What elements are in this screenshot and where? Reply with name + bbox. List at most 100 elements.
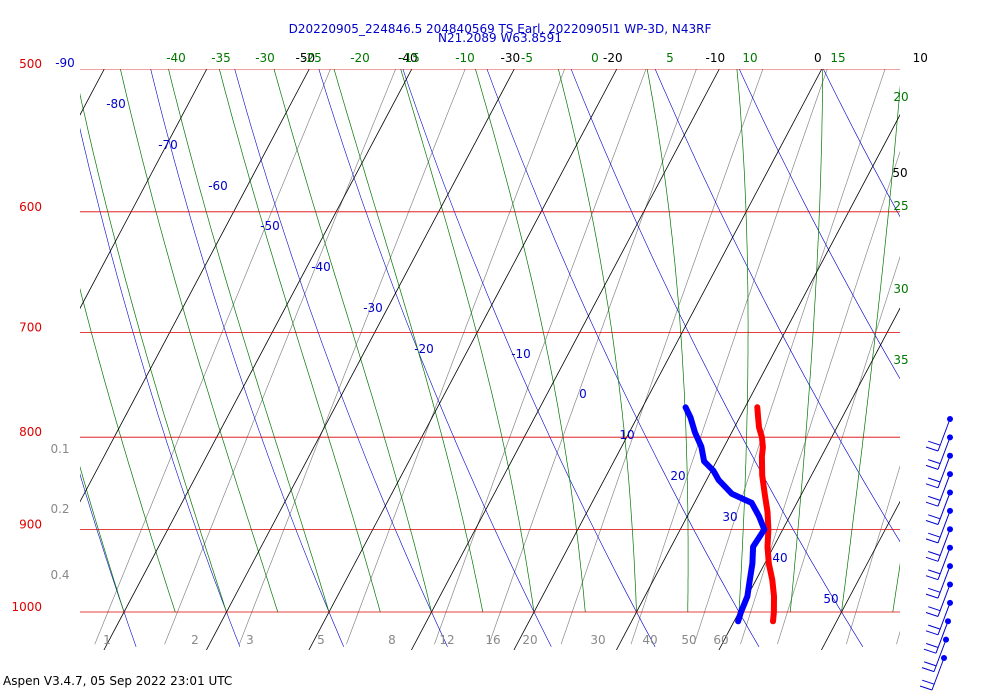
moist-adiabat-top-label: 15: [830, 51, 845, 65]
mixing-ratio-left-label: 0.2: [50, 502, 69, 516]
isotherm-top-label: -40: [398, 51, 418, 65]
wind-barb: [925, 434, 953, 470]
pressure-label: 900: [19, 518, 42, 532]
dry-adiabat-label: -60: [208, 179, 228, 193]
mixing-ratio-line: [777, 255, 900, 645]
chart-subtitle: N21.2089 W63.8591: [438, 31, 562, 45]
dry-adiabat-line: [822, 69, 900, 218]
isotherm-top-label: -10: [705, 51, 725, 65]
pressure-label: 700: [19, 321, 42, 335]
moist-adiabat-line: [80, 287, 176, 613]
mixing-ratio-line: [346, 69, 565, 645]
moist-adiabat-line: [120, 69, 279, 613]
moist-adiabat-top-label: -15: [400, 51, 420, 65]
mixing-ratio-bottom-label: 16: [485, 633, 500, 647]
wind-barb: [925, 581, 953, 617]
mixing-ratio-bottom-label: 20: [522, 633, 537, 647]
isotherm-top-label: 10: [913, 51, 928, 65]
dry-adiabat-label: -90: [55, 56, 75, 70]
moist-adiabat-top-label: -25: [302, 51, 322, 65]
isotherm-line: [513, 69, 823, 650]
dry-adiabat-line: [234, 69, 448, 647]
wind-barb: [925, 416, 953, 452]
isotherm-top-label: -20: [603, 51, 623, 65]
wind-barb: [925, 452, 953, 489]
wind-barb: [925, 507, 953, 544]
mixing-ratio-bottom-label: 8: [388, 633, 396, 647]
mixing-ratio-line: [630, 69, 828, 645]
dry-adiabat-line: [486, 69, 760, 647]
dry-adiabat-label: -30: [363, 301, 383, 315]
moist-adiabat-top-label: -30: [255, 51, 275, 65]
moist-adiabat-line: [273, 69, 432, 613]
mixing-ratio-bottom-label: 5: [317, 633, 325, 647]
mixing-ratio-line: [936, 0, 1000, 644]
mixing-ratio-line: [434, 69, 647, 645]
dry-adiabat-line: [318, 69, 552, 647]
dry-adiabat-label: -50: [260, 219, 280, 233]
wind-barb: [925, 599, 953, 636]
dry-adiabat-label: -40: [311, 260, 331, 274]
mixing-ratio-bottom-label: 50: [681, 633, 696, 647]
mixing-ratio-bottom-label: 40: [642, 633, 657, 647]
moist-adiabat-line: [80, 465, 125, 613]
dry-adiabat-label: 40: [772, 551, 787, 565]
pressure-label: 600: [19, 200, 42, 214]
wind-barb: [925, 563, 953, 599]
mixing-ratio-left-label: 0.1: [50, 442, 69, 456]
isotherm-right-label: 50: [892, 166, 907, 180]
moist-adiabat-line: [475, 69, 586, 613]
isotherm-line: [821, 500, 900, 650]
moist-adiabat-line: [218, 69, 381, 613]
mixing-ratio-line: [164, 69, 397, 645]
footer-text: Aspen V3.4.7, 05 Sep 2022 23:01 UTC: [3, 674, 233, 688]
isotherm-line: [411, 69, 720, 650]
dry-adiabat-label: -10: [511, 347, 531, 361]
grid-layer: [0, 0, 1000, 650]
isotherm-line: [718, 307, 900, 650]
moist-adiabat-line: [789, 69, 823, 613]
mixing-ratio-line: [969, 0, 1000, 644]
moist-adiabat-line: [333, 69, 484, 613]
dry-adiabat-line: [150, 69, 344, 647]
wind-barb: [919, 655, 947, 691]
isotherm-line: [924, 69, 1000, 650]
wind-barb: [925, 544, 953, 581]
isotherm-line: [206, 69, 515, 650]
mixing-ratio-line: [94, 69, 331, 645]
dry-adiabat-line: [738, 69, 900, 380]
label-layer: 5006007008009001000-50-40-30-20-10010203…: [11, 51, 928, 647]
moist-adiabat-right-label: 20: [893, 90, 908, 104]
mixing-ratio-line: [488, 69, 697, 645]
wind-barbs: [919, 416, 953, 691]
wind-barb: [921, 636, 949, 673]
mixing-ratio-line: [845, 465, 900, 645]
pressure-label: 500: [19, 57, 42, 71]
moist-adiabat-right-label: 30: [893, 282, 908, 296]
isotherm-line: [80, 69, 105, 116]
isotherm-line: [0, 69, 2, 650]
moist-adiabat-right-label: 25: [893, 199, 908, 213]
moist-adiabat-top-label: -40: [166, 51, 186, 65]
dry-adiabat-label: 0: [579, 387, 587, 401]
moist-adiabat-line: [557, 69, 637, 613]
isotherm-line: [80, 69, 208, 310]
pressure-label: 1000: [11, 600, 42, 614]
isotherm-line: [103, 69, 413, 650]
wind-barb: [923, 618, 951, 654]
moist-adiabat-top-label: 0: [591, 51, 599, 65]
dry-adiabat-line: [570, 69, 864, 647]
isotherm-top-label: -30: [500, 51, 520, 65]
moist-adiabat-top-label: -35: [211, 51, 231, 65]
moist-adiabat-line: [400, 69, 535, 613]
dry-adiabat-line: [402, 69, 656, 647]
isotherm-line: [616, 113, 900, 650]
moist-adiabat-top-label: -5: [521, 51, 533, 65]
dry-adiabat-label: 30: [722, 510, 737, 524]
chart-title: D20220905_224846.5 204840569 TS Earl, 20…: [289, 22, 712, 36]
dry-adiabat-line: [80, 127, 241, 647]
mixing-ratio-bottom-label: 30: [590, 633, 605, 647]
moist-adiabat-top-label: -10: [455, 51, 475, 65]
moist-adiabat-line: [168, 69, 330, 613]
